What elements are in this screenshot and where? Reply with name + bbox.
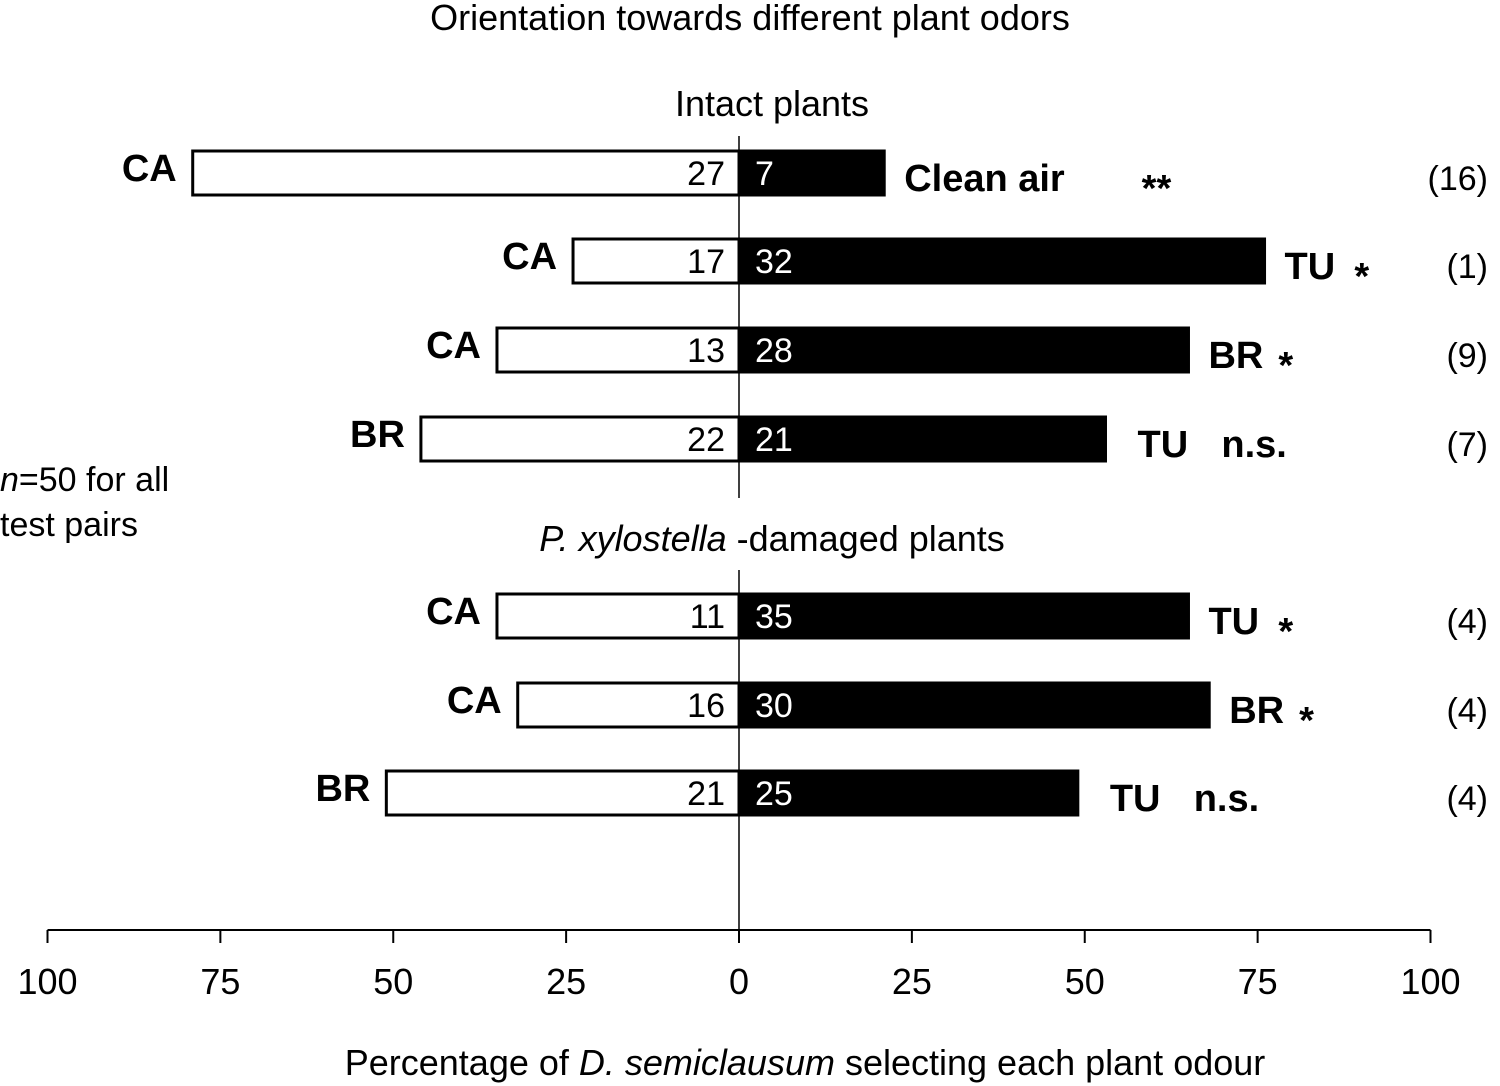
group-title-0-part-0: Intact plants — [675, 83, 869, 124]
label-right-g1-p1: BR — [1229, 690, 1284, 732]
group-title-0: Intact plants — [675, 83, 869, 124]
significance-g0-p3: n.s. — [1221, 424, 1286, 466]
significance-g1-p1: * — [1299, 700, 1314, 742]
count-right-g1-p1: 30 — [755, 687, 793, 725]
bar-left-g1-p2 — [384, 769, 741, 817]
count-right-g1-p0: 35 — [755, 598, 793, 636]
x-tick-label-8: 100 — [1400, 961, 1460, 1002]
count-left-g1-p1: 16 — [687, 687, 725, 725]
count-right-g0-p3: 21 — [755, 421, 793, 459]
count-right-g0-p1: 32 — [755, 243, 793, 281]
x-tick-label-1: 75 — [200, 961, 240, 1002]
no-choice-g1-p1: (4) — [1446, 692, 1488, 730]
no-choice-g0-p3: (7) — [1446, 426, 1488, 464]
label-right-g0-p3: TU — [1137, 424, 1188, 466]
x-tick-label-0: 100 — [17, 961, 77, 1002]
no-choice-g0-p1: (1) — [1446, 248, 1488, 286]
bar-right-g0-p2 — [737, 326, 1190, 374]
label-left-g0-p1: CA — [502, 236, 557, 278]
label-left-g0-p3: BR — [350, 414, 405, 456]
sample-size-note-part-1: =50 for all — [19, 461, 169, 499]
count-right-g0-p2: 28 — [755, 332, 793, 370]
no-choice-g1-p0: (4) — [1446, 603, 1488, 641]
sample-size-note-line2: test pairs — [0, 506, 138, 544]
label-left-g0-p2: CA — [426, 325, 481, 367]
label-right-g1-p2: TU — [1110, 778, 1161, 820]
bar-right-g0-p1 — [737, 237, 1267, 285]
group-title-1-part-1: -damaged plants — [727, 518, 1005, 559]
significance-g1-p0: * — [1278, 611, 1293, 653]
bar-right-g0-p0 — [737, 149, 886, 197]
x-tick-label-2: 50 — [373, 961, 413, 1002]
x-tick-label-5: 25 — [892, 961, 932, 1002]
no-choice-g0-p2: (9) — [1446, 337, 1488, 375]
sample-size-note-part-0: n — [0, 461, 19, 499]
sample-size-note: n=50 for all — [0, 461, 169, 499]
label-right-g0-p2: BR — [1208, 335, 1263, 377]
count-left-g0-p2: 13 — [687, 332, 725, 370]
significance-g0-p1: * — [1354, 256, 1369, 298]
x-axis-title-part-2: selecting each plant odour — [835, 1042, 1265, 1083]
x-tick-label-6: 50 — [1065, 961, 1105, 1002]
count-left-g1-p0: 11 — [690, 598, 725, 636]
significance-g0-p0: ** — [1142, 168, 1172, 210]
x-axis-title-part-0: Percentage of — [345, 1042, 579, 1083]
label-right-g1-p0: TU — [1208, 601, 1259, 643]
no-choice-g0-p0: (16) — [1428, 160, 1488, 198]
x-tick-label-7: 75 — [1238, 961, 1278, 1002]
bar-left-g1-p0 — [495, 592, 741, 640]
bar-right-g0-p3 — [737, 415, 1107, 463]
bar-left-g0-p3 — [419, 415, 741, 463]
count-left-g1-p2: 21 — [687, 775, 725, 813]
label-left-g1-p2: BR — [315, 768, 370, 810]
count-left-g0-p1: 17 — [687, 243, 725, 281]
bar-right-g1-p2 — [737, 769, 1080, 817]
bar-left-g0-p1 — [571, 237, 741, 285]
bar-left-g1-p1 — [516, 681, 741, 729]
label-left-g1-p0: CA — [426, 591, 481, 633]
no-choice-g1-p2: (4) — [1446, 780, 1488, 818]
count-left-g0-p3: 22 — [687, 421, 725, 459]
count-right-g1-p2: 25 — [755, 775, 793, 813]
bar-right-g1-p0 — [737, 592, 1190, 640]
x-axis-title-part-1: D. semiclausum — [579, 1042, 835, 1083]
label-left-g0-p0: CA — [122, 148, 177, 190]
significance-g1-p2: n.s. — [1194, 778, 1259, 820]
label-right-g0-p1: TU — [1285, 246, 1336, 288]
x-axis-title: Percentage of D. semiclausum selecting e… — [345, 1042, 1266, 1083]
group-title-1: P. xylostella -damaged plants — [539, 518, 1005, 559]
label-right-g0-p0: Clean air — [904, 158, 1065, 200]
bar-right-g1-p1 — [737, 681, 1211, 729]
significance-g0-p2: * — [1278, 345, 1293, 387]
group-title-1-part-0: P. xylostella — [539, 518, 726, 559]
label-left-g1-p1: CA — [447, 680, 502, 722]
x-tick-label-4: 0 — [729, 961, 749, 1002]
chart-title: Orientation towards different plant odor… — [430, 0, 1070, 38]
count-right-g0-p0: 7 — [755, 155, 774, 193]
x-tick-label-3: 25 — [546, 961, 586, 1002]
bar-left-g0-p0 — [191, 149, 741, 197]
count-left-g0-p0: 27 — [687, 155, 725, 193]
x-axis: 100 75 50 25 0 25 50 75 100 — [17, 929, 1461, 1002]
